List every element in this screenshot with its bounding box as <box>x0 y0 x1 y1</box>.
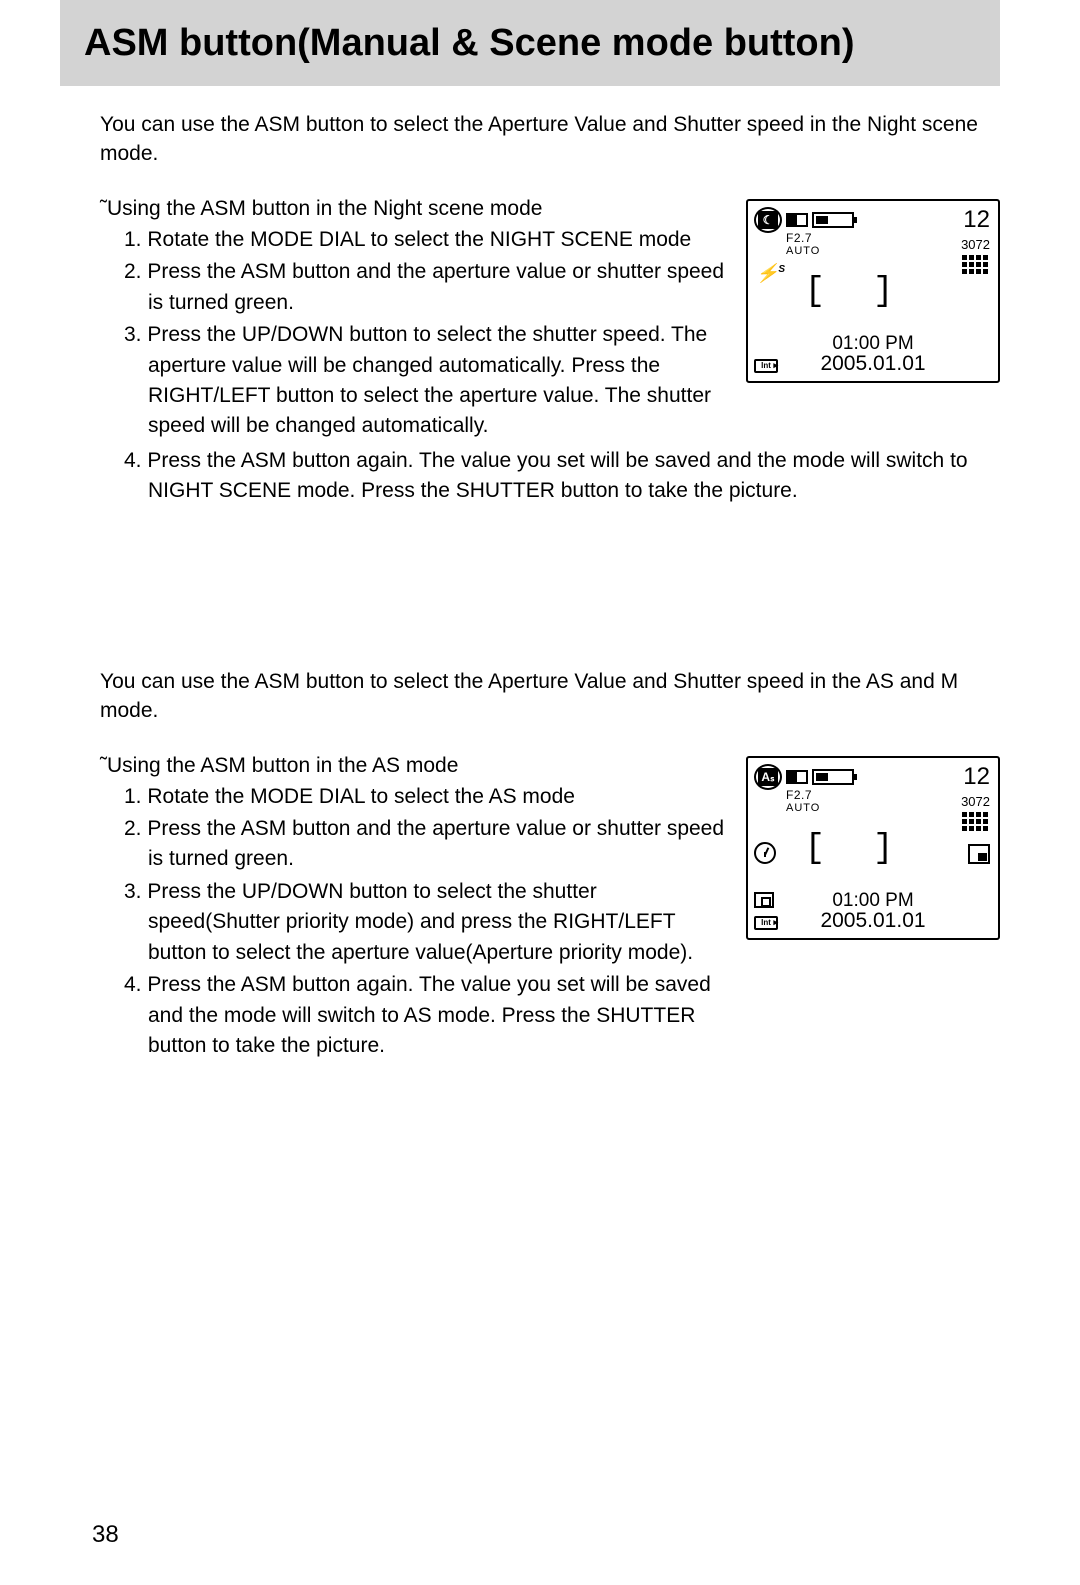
section-2-prefix: ˜ <box>100 754 107 777</box>
list-item: 4. Press the ASM button again. The value… <box>124 446 1000 507</box>
mode-badge: ☾ <box>754 207 782 233</box>
quality-icon <box>962 255 990 274</box>
resolution-value: 3072 <box>961 237 990 252</box>
header-band: ASM button(Manual & Scene mode button) <box>60 0 1000 86</box>
section-2-text: ˜Using the ASM button in the AS mode 1. … <box>100 754 726 1064</box>
picture-size-icon <box>968 844 990 864</box>
list-item: 4. Press the ASM button again. The value… <box>124 970 726 1061</box>
page-title: ASM button(Manual & Scene mode button) <box>84 22 855 65</box>
focus-brackets: [] <box>805 830 942 868</box>
flash-icon: ⚡S <box>756 263 785 284</box>
night-mode-icon: ☾ <box>758 211 778 229</box>
as-mode-icon: Aₛ <box>758 768 778 786</box>
memory-card-icon: Int <box>754 916 778 930</box>
section-1-text: ˜Using the ASM button in the Night scene… <box>100 197 726 444</box>
section-1-head: ˜Using the ASM button in the Night scene… <box>100 197 726 221</box>
list-item: 1. Rotate the MODE DIAL to select the AS… <box>124 782 726 812</box>
self-timer-icon <box>754 842 776 864</box>
auto-label: AUTO <box>786 245 990 257</box>
section-1-head-text: Using the ASM button in the Night scene … <box>107 197 542 220</box>
lcd-date: 2005.01.01 <box>820 352 925 376</box>
section-2-head: ˜Using the ASM button in the AS mode <box>100 754 726 778</box>
shots-remaining: 12 <box>963 763 990 791</box>
ev-icon <box>786 213 808 227</box>
quality-icon <box>962 812 990 831</box>
section-1-row: ˜Using the ASM button in the Night scene… <box>100 197 1000 444</box>
battery-icon <box>812 769 854 785</box>
intro-paragraph-1: You can use the ASM button to select the… <box>100 110 1000 169</box>
lcd-date: 2005.01.01 <box>820 909 925 933</box>
auto-label: AUTO <box>786 802 990 814</box>
battery-icon <box>812 212 854 228</box>
section-1-list-cont: 4. Press the ASM button again. The value… <box>100 446 1000 507</box>
page-number: 38 <box>92 1521 119 1549</box>
ev-icon <box>786 770 808 784</box>
list-item: 3. Press the UP/DOWN button to select th… <box>124 877 726 968</box>
section-2-list: 1. Rotate the MODE DIAL to select the AS… <box>100 782 726 1062</box>
shots-remaining: 12 <box>963 206 990 234</box>
section-1-list: 1. Rotate the MODE DIAL to select the NI… <box>100 225 726 442</box>
list-item: 3. Press the UP/DOWN button to select th… <box>124 320 726 442</box>
metering-icon <box>754 892 774 908</box>
list-item: 1. Rotate the MODE DIAL to select the NI… <box>124 225 726 255</box>
section-2-row: ˜Using the ASM button in the AS mode 1. … <box>100 754 1000 1064</box>
section-2: You can use the ASM button to select the… <box>100 667 1000 1064</box>
memory-card-icon: Int <box>754 359 778 373</box>
aperture-value: F2.7 <box>786 788 990 802</box>
mode-badge: Aₛ <box>754 764 782 790</box>
lcd-top-row: ☾ 12 <box>756 207 990 233</box>
list-item: 2. Press the ASM button and the aperture… <box>124 257 726 318</box>
lcd-top-row: Aₛ 12 <box>756 764 990 790</box>
section-1-prefix: ˜ <box>100 197 107 220</box>
lcd-screen-night: ☾ 12 F2.7 AUTO 3072 ⚡S [] Int 01:00 PM <box>746 199 1000 383</box>
section-2-head-text: Using the ASM button in the AS mode <box>107 754 458 777</box>
focus-brackets: [] <box>805 273 942 311</box>
lcd-screen-as: Aₛ 12 F2.7 AUTO 3072 [] <box>746 756 1000 940</box>
content: You can use the ASM button to select the… <box>100 110 1000 1063</box>
resolution-value: 3072 <box>961 794 990 809</box>
intro-paragraph-2: You can use the ASM button to select the… <box>100 667 1000 726</box>
aperture-value: F2.7 <box>786 231 990 245</box>
list-item: 2. Press the ASM button and the aperture… <box>124 814 726 875</box>
manual-page: ASM button(Manual & Scene mode button) Y… <box>0 0 1080 1585</box>
